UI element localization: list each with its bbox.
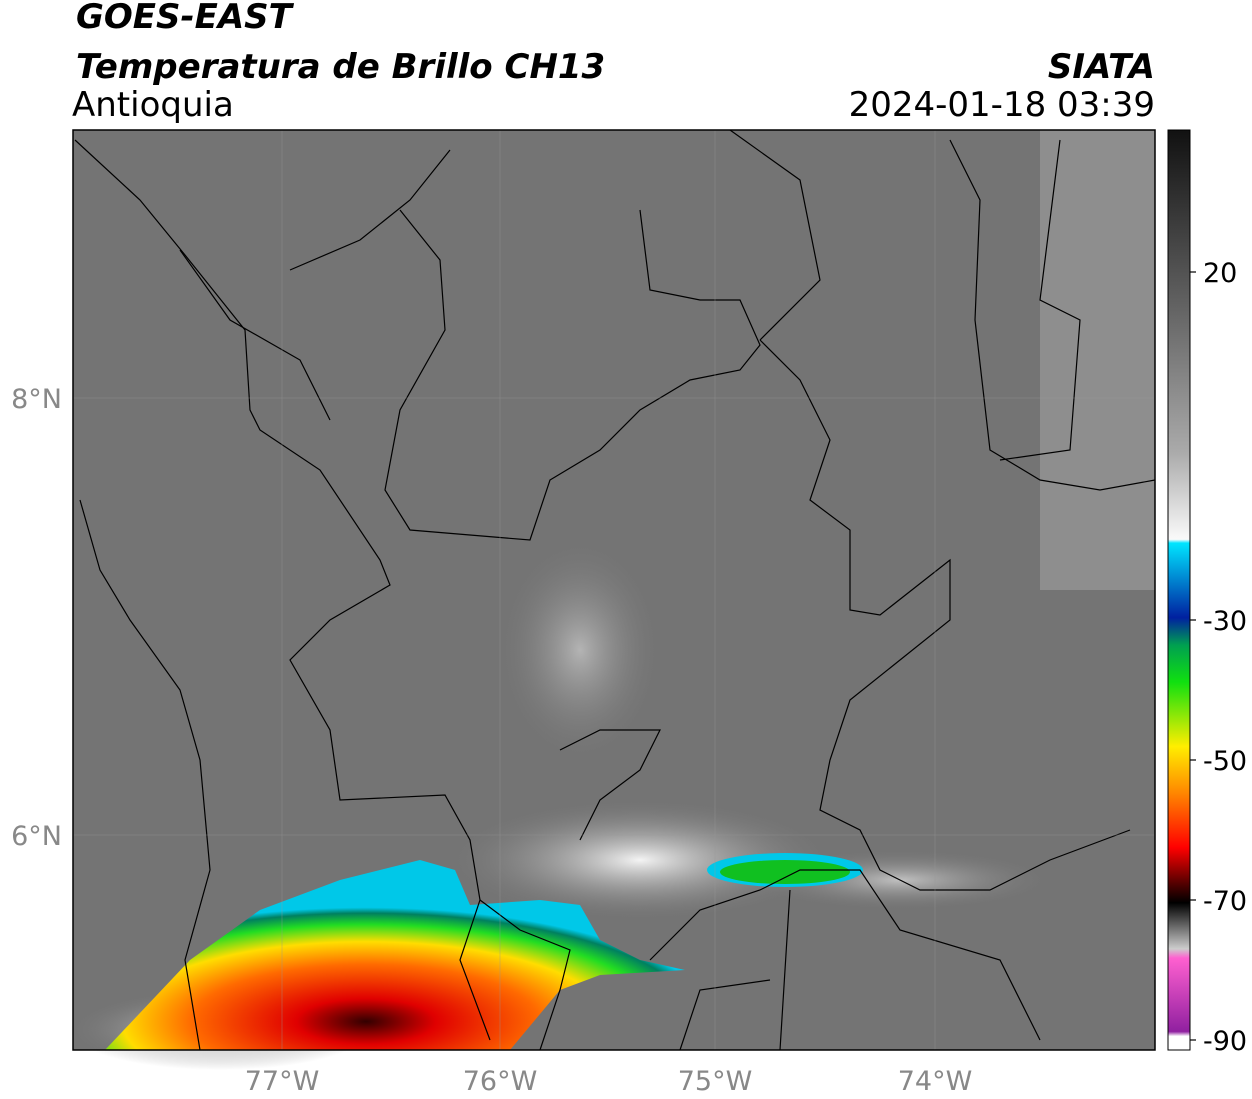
title: Temperatura de Brillo CH13	[76, 47, 605, 87]
lon-label: 77°W	[245, 1066, 320, 1097]
colorbar	[1167, 129, 1196, 1051]
colorbar-label: -70	[1203, 886, 1247, 917]
lat-label: 8°N	[11, 384, 62, 415]
colorbar-label: -30	[1203, 606, 1247, 637]
lon-label: 76°W	[463, 1066, 538, 1097]
region: Antioquia	[72, 85, 234, 125]
lat-label: 6°N	[11, 821, 62, 852]
colorbar-label: 20	[1203, 258, 1237, 289]
colorbar-label: -50	[1203, 746, 1247, 777]
datetime: 2024-01-18 03:39	[849, 85, 1155, 125]
colorbar-label: -90	[1203, 1026, 1247, 1057]
agency: SIATA	[1048, 47, 1155, 87]
lon-label: 74°W	[898, 1066, 973, 1097]
map	[70, 129, 1156, 1070]
source: GOES-EAST	[76, 0, 295, 37]
lon-label: 75°W	[678, 1066, 753, 1097]
